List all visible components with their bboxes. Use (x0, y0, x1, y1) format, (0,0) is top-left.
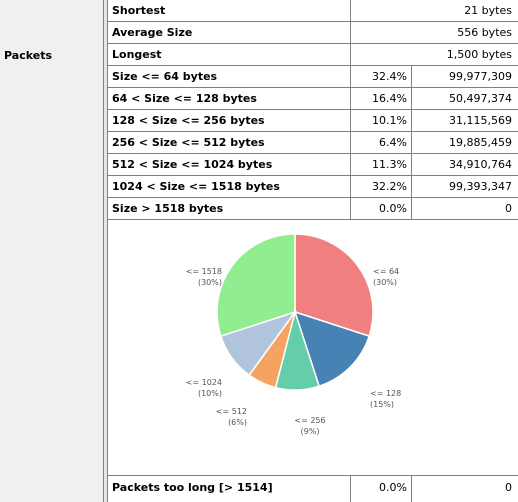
summary-label: Average Size (108, 22, 351, 43)
pie-slice-percent-label: (30%) (373, 278, 397, 287)
bucket-row: Size > 1518 bytes 0.0% 0 (108, 198, 518, 220)
bucket-count: 34,910,764 (412, 154, 518, 175)
row-header-panel: Packets (0, 0, 104, 502)
pie-slice-label: <= 256 (294, 416, 325, 425)
bucket-row: 128 < Size <= 256 bytes 10.1% 31,115,569 (108, 110, 518, 132)
bucket-label: 512 < Size <= 1024 bytes (108, 154, 351, 175)
section-label: Packets (4, 49, 52, 62)
summary-label: Longest (108, 44, 351, 65)
pie-slice-percent-label: (9%) (301, 427, 320, 436)
bucket-label: 128 < Size <= 256 bytes (108, 110, 351, 131)
summary-row: Shortest 21 bytes (108, 0, 518, 22)
summary-label: Shortest (108, 0, 351, 21)
summary-value: 556 bytes (351, 22, 518, 43)
stats-grid: Shortest 21 bytes Average Size 556 bytes… (107, 0, 518, 502)
bucket-row: 256 < Size <= 512 bytes 6.4% 19,885,459 (108, 132, 518, 154)
bucket-percent: 0.0% (351, 198, 412, 219)
bucket-label: Size <= 64 bytes (108, 66, 351, 87)
bucket-row: 512 < Size <= 1024 bytes 11.3% 34,910,76… (108, 154, 518, 176)
bucket-percent: 16.4% (351, 88, 412, 109)
summary-row: Longest 1,500 bytes (108, 44, 518, 66)
bucket-label: Size > 1518 bytes (108, 198, 351, 219)
bucket-percent: 10.1% (351, 110, 412, 131)
bucket-percent: 6.4% (351, 132, 412, 153)
bucket-percent: 11.3% (351, 154, 412, 175)
summary-value: 21 bytes (351, 0, 518, 21)
bucket-count: 31,115,569 (412, 110, 518, 131)
summary-row: Average Size 556 bytes (108, 22, 518, 44)
pie-slice (216, 233, 296, 338)
bucket-percent: 32.2% (351, 176, 412, 197)
bucket-count: 50,497,374 (412, 88, 518, 109)
too-long-label: Packets too long [> 1514] (108, 476, 351, 502)
bucket-percent: 32.4% (351, 66, 412, 87)
bucket-label: 64 < Size <= 128 bytes (108, 88, 351, 109)
bucket-row: 1024 < Size <= 1518 bytes 32.2% 99,393,3… (108, 176, 518, 198)
too-long-row: Packets too long [> 1514] 0.0% 0 (108, 476, 518, 502)
bucket-row: 64 < Size <= 128 bytes 16.4% 50,497,374 (108, 88, 518, 110)
pie-slice-label: <= 128 (370, 389, 401, 398)
pie-slice-label: <= 1024 (186, 378, 222, 387)
bucket-label: 1024 < Size <= 1518 bytes (108, 176, 351, 197)
pie-slice-percent-label: (10%) (198, 389, 222, 398)
too-long-count: 0 (412, 476, 518, 502)
bucket-count: 0 (412, 198, 518, 219)
bucket-count: 19,885,459 (412, 132, 518, 153)
summary-value: 1,500 bytes (351, 44, 518, 65)
bucket-count: 99,393,347 (412, 176, 518, 197)
pie-slice (294, 233, 374, 338)
packet-size-pie-chart: <= 64 (30%) <= 128 (15%) <= 256 (9%) <= 512 (6%… (108, 220, 518, 476)
bucket-count: 99,977,309 (412, 66, 518, 87)
pie-slice-percent-label: (15%) (370, 400, 394, 409)
bucket-label: 256 < Size <= 512 bytes (108, 132, 351, 153)
pie-slice-percent-label: (30%) (198, 278, 222, 287)
pie-slice-label: <= 512 (216, 407, 247, 416)
pie-slice-label: <= 1518 (186, 267, 222, 276)
pie-slice-percent-label: (6%) (228, 418, 247, 427)
too-long-percent: 0.0% (351, 476, 412, 502)
column-separator (104, 0, 107, 502)
bucket-row: Size <= 64 bytes 32.4% 99,977,309 (108, 66, 518, 88)
pie-slice-label: <= 64 (373, 267, 399, 276)
pie-chart-svg: <= 64 (30%) <= 128 (15%) <= 256 (9%) <= 512 (6%… (186, 233, 401, 436)
